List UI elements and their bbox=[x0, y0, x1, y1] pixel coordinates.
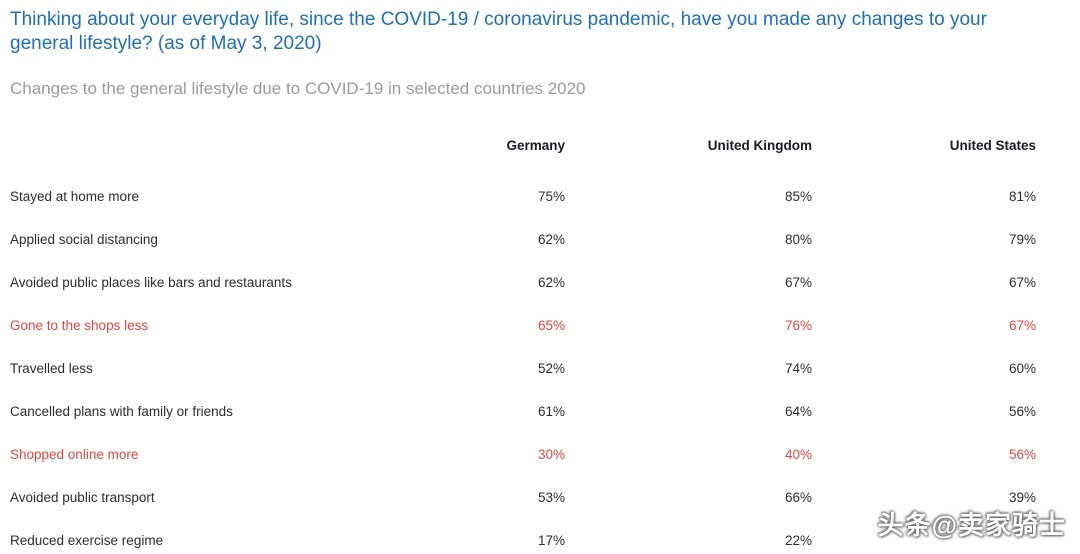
table-row: Travelled less 52% 74% 60% bbox=[10, 347, 1036, 390]
cell-value-united-states: 60% bbox=[1008, 360, 1036, 376]
row-label: Gone to the shops less bbox=[10, 317, 149, 333]
cell-value-united-kingdom: 64% bbox=[784, 403, 812, 419]
row-label: Shopped online more bbox=[10, 446, 139, 462]
table-row: Stayed at home more 75% 85% 81% bbox=[10, 175, 1036, 218]
column-header-germany: Germany bbox=[506, 138, 565, 154]
cell-value-germany: 52% bbox=[537, 360, 565, 376]
table-row: Applied social distancing 62% 80% 79% bbox=[10, 218, 1036, 261]
table-row: Avoided public transport 53% 66% 39% bbox=[10, 476, 1036, 519]
cell-value-united-kingdom: 22% bbox=[784, 532, 812, 548]
cell-value-germany: 61% bbox=[537, 403, 565, 419]
cell-value-united-states: 67% bbox=[1008, 317, 1036, 333]
cell-value-united-kingdom: 85% bbox=[784, 188, 812, 204]
cell-value-united-states: 56% bbox=[1008, 446, 1036, 462]
table-row: Reduced exercise regime 17% 22% bbox=[10, 519, 1036, 554]
cell-value-germany: 53% bbox=[537, 489, 565, 505]
cell-value-germany: 62% bbox=[537, 274, 565, 290]
column-header-united-states: United States bbox=[949, 138, 1036, 154]
column-header-united-kingdom: United Kingdom bbox=[707, 138, 812, 154]
row-label: Avoided public transport bbox=[10, 489, 155, 505]
cell-value-united-kingdom: 80% bbox=[784, 231, 812, 247]
cell-value-united-kingdom: 66% bbox=[784, 489, 812, 505]
row-label: Cancelled plans with family or friends bbox=[10, 403, 233, 419]
cell-value-germany: 62% bbox=[537, 231, 565, 247]
page-subtitle: Changes to the general lifestyle due to … bbox=[10, 78, 586, 98]
cell-value-united-states: 39% bbox=[1008, 489, 1036, 505]
cell-value-united-states: 67% bbox=[1008, 274, 1036, 290]
table-row: Cancelled plans with family or friends 6… bbox=[10, 390, 1036, 433]
cell-value-united-kingdom: 67% bbox=[784, 274, 812, 290]
data-table: Germany United Kingdom United States Sta… bbox=[10, 129, 1036, 554]
table-header-row: Germany United Kingdom United States bbox=[10, 129, 1036, 163]
row-label: Applied social distancing bbox=[10, 231, 158, 247]
cell-value-united-kingdom: 74% bbox=[784, 360, 812, 376]
row-label: Reduced exercise regime bbox=[10, 532, 164, 548]
table-body: Stayed at home more 75% 85% 81% Applied … bbox=[10, 175, 1036, 554]
cell-value-germany: 17% bbox=[537, 532, 565, 548]
cell-value-united-states: 56% bbox=[1008, 403, 1036, 419]
cell-value-united-kingdom: 40% bbox=[784, 446, 812, 462]
row-label: Avoided public places like bars and rest… bbox=[10, 274, 292, 290]
table-row: Avoided public places like bars and rest… bbox=[10, 261, 1036, 304]
row-label: Travelled less bbox=[10, 360, 93, 376]
table-row: Gone to the shops less 65% 76% 67% bbox=[10, 304, 1036, 347]
cell-value-germany: 75% bbox=[537, 188, 565, 204]
cell-value-germany: 65% bbox=[537, 317, 565, 333]
row-label: Stayed at home more bbox=[10, 188, 140, 204]
page-title: Thinking about your everyday life, since… bbox=[10, 9, 987, 55]
cell-value-united-kingdom: 76% bbox=[784, 317, 812, 333]
cell-value-germany: 30% bbox=[537, 446, 565, 462]
table-row: Shopped online more 30% 40% 56% bbox=[10, 433, 1036, 476]
cell-value-united-states: 81% bbox=[1008, 188, 1036, 204]
cell-value-united-states: 79% bbox=[1008, 231, 1036, 247]
